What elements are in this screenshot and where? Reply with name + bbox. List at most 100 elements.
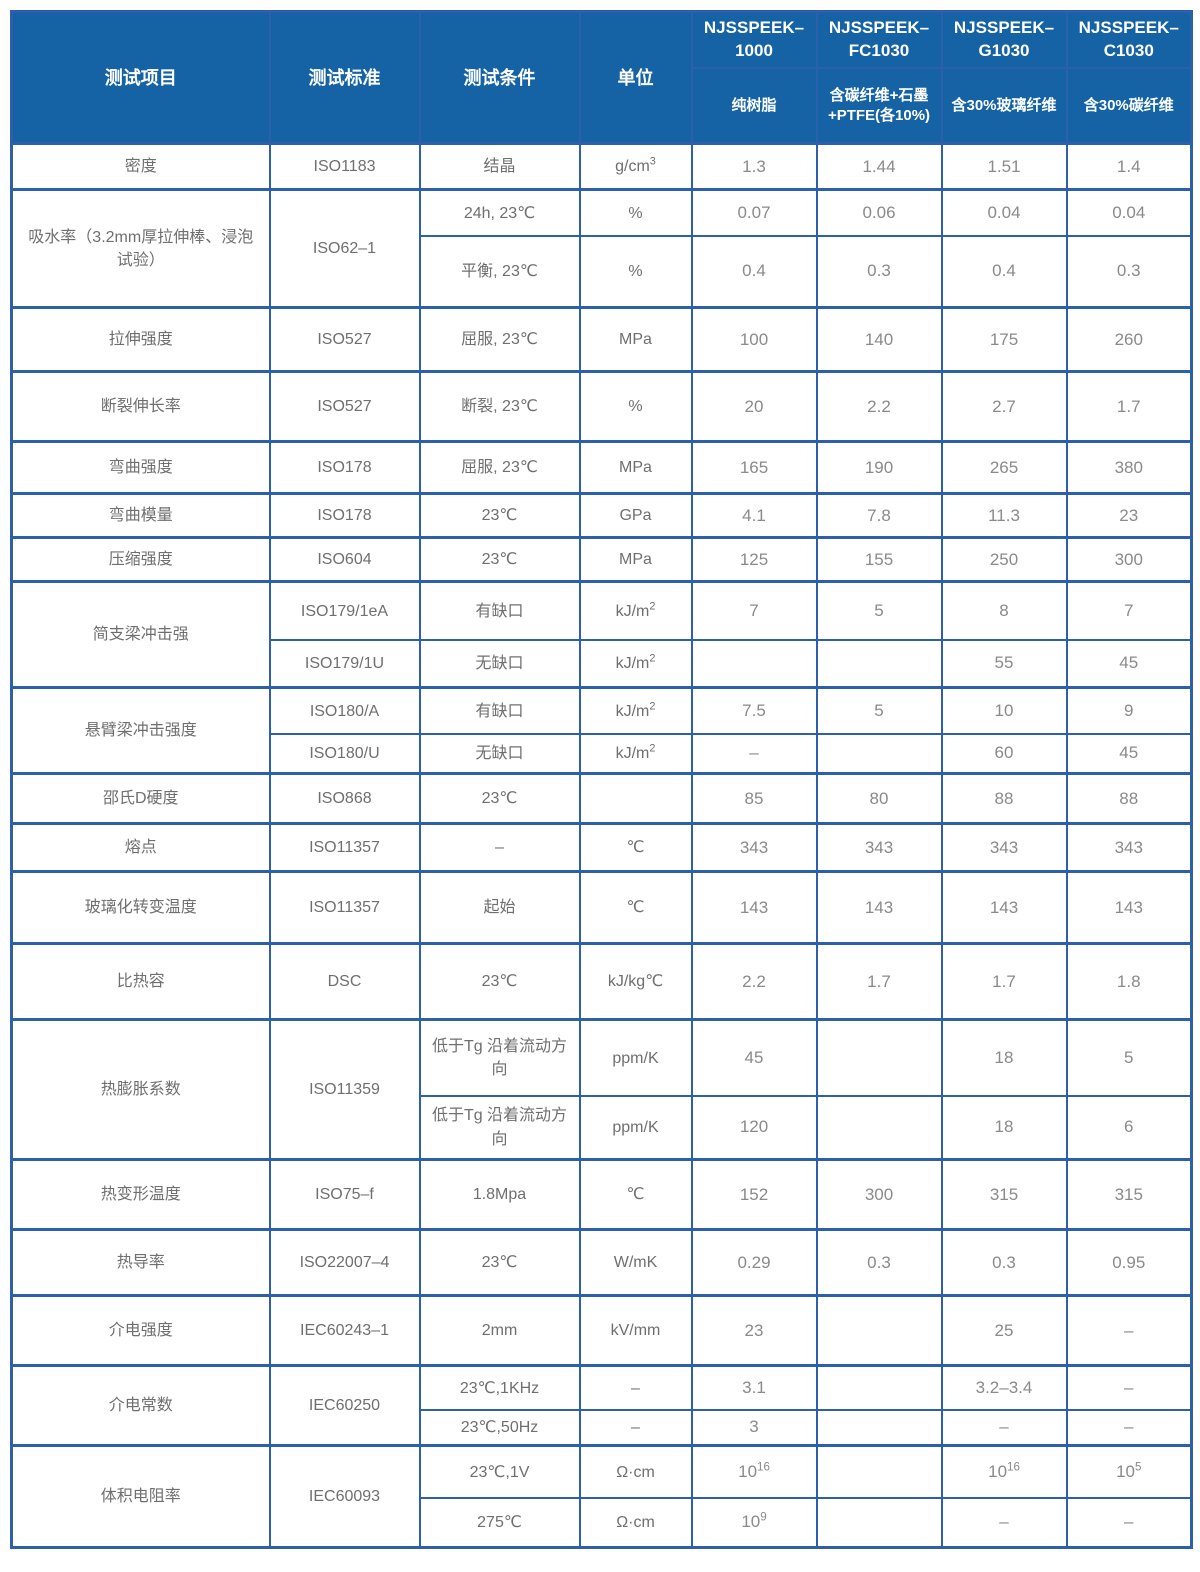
unit-cell: kJ/m2 [578, 686, 693, 735]
value-cell: 7.8 [815, 492, 943, 539]
unit-cell: kJ/m2 [578, 580, 693, 641]
value-cell: 0.04 [1065, 188, 1193, 237]
table-header: 测试项目 测试标准 测试条件 单位 NJSSPEEK–1000 NJSSPEEK… [10, 10, 1193, 145]
table-row: 断裂伸长率 ISO527 断裂, 23℃% 20 2.2 2.7 1.7 [10, 370, 1193, 443]
value-cell: 0.4 [940, 234, 1068, 309]
table-row: 平衡, 23℃% 0.4 0.3 0.4 0.3 [12, 234, 1193, 309]
value-cell: 88 [940, 772, 1068, 825]
table-row: 体积电阻率 IEC60093 23℃,1V Ω·cm 1016 1016 105 [10, 1444, 1193, 1549]
value-cell: 380 [1065, 440, 1193, 495]
item-cell: 悬臂梁冲击强度 [10, 686, 271, 775]
value-cell: 0.4 [690, 234, 818, 309]
value-cell: – [1065, 1364, 1193, 1411]
unit-cell: kJ/kg℃ [578, 942, 693, 1021]
item-cell: 简支梁冲击强 [10, 580, 271, 689]
value-cell: 0.3 [940, 1228, 1068, 1297]
value-cell [815, 1364, 943, 1411]
value-cell [815, 638, 943, 689]
standard-cell: ISO179/1U [268, 638, 421, 689]
value-cell: 1.44 [815, 142, 943, 191]
value-cell: 7 [690, 580, 818, 641]
unit-cell: kJ/m2 [578, 732, 693, 775]
standard-cell: ISO62–1 [268, 188, 421, 309]
condition-cell: 23℃ [418, 492, 581, 539]
column-header-test-condition: 测试条件 [418, 10, 581, 145]
value-cell: 23 [690, 1294, 818, 1367]
value-cell: 1.8 [1065, 942, 1193, 1021]
value-cell [690, 638, 818, 689]
item-cell: 体积电阻率 [10, 1444, 271, 1549]
value-cell: 165 [690, 440, 818, 495]
value-cell: 45 [1065, 732, 1193, 775]
unit-cell: % [578, 370, 693, 443]
standard-cell: ISO604 [268, 536, 421, 583]
table-row: ISO180/U 无缺口 kJ/m2– 60 45 [12, 732, 1193, 775]
condition-cell: 275℃ [418, 1496, 581, 1549]
value-cell: – [690, 732, 818, 775]
unit-cell [578, 772, 693, 825]
unit-cell: ℃ [578, 870, 693, 945]
standard-cell: IEC60093 [268, 1444, 421, 1549]
value-cell: – [940, 1496, 1068, 1549]
value-cell: 0.04 [940, 188, 1068, 237]
value-cell: 143 [940, 870, 1068, 945]
value-cell: 143 [690, 870, 818, 945]
value-cell: 0.3 [1065, 234, 1193, 309]
column-header-test-item: 测试项目 [10, 10, 271, 145]
value-cell: 300 [1065, 536, 1193, 583]
value-cell: 1.7 [815, 942, 943, 1021]
table-row: 介电常数 IEC60250 23℃,1KHz –3.1 3.2–3.4– [10, 1364, 1193, 1447]
product-desc-g1030: 含30%玻璃纤维 [940, 66, 1068, 145]
unit-cell: ppm/K [578, 1094, 693, 1161]
value-cell: 18 [940, 1094, 1068, 1161]
value-cell: 0.3 [815, 1228, 943, 1297]
value-cell: 0.29 [690, 1228, 818, 1297]
value-cell: 152 [690, 1158, 818, 1231]
value-cell: 60 [940, 732, 1068, 775]
unit-cell: W/mK [578, 1228, 693, 1297]
item-cell: 介电常数 [10, 1364, 271, 1447]
unit-cell: Ω·cm [578, 1496, 693, 1549]
column-header-unit: 单位 [578, 10, 693, 145]
item-cell: 拉伸强度 [10, 306, 271, 373]
standard-cell: ISO527 [268, 370, 421, 443]
header-row-products: 测试项目 测试标准 测试条件 单位 NJSSPEEK–1000 NJSSPEEK… [10, 10, 1193, 145]
table-row: 弯曲强度 ISO178 屈服, 23℃ MPa 165 190 265 380 [10, 440, 1193, 495]
table-row: 拉伸强度 ISO527 屈服, 23℃ MPa 100 140 175 260 [10, 306, 1193, 373]
condition-cell: 1.8Mpa [418, 1158, 581, 1231]
value-cell [815, 1444, 943, 1499]
standard-cell: IEC60243–1 [268, 1294, 421, 1367]
standard-cell: ISO22007–4 [268, 1228, 421, 1297]
standard-cell: ISO180/A [268, 686, 421, 735]
table-row: 压缩强度 ISO604 23℃ MPa 125 155 250 300 [10, 536, 1193, 583]
value-cell: – [940, 1408, 1068, 1447]
condition-cell: 23℃,50Hz [418, 1408, 581, 1447]
condition-cell: 23℃,1KHz [418, 1364, 581, 1411]
unit-cell: ℃ [578, 822, 693, 873]
condition-cell: 23℃,1V [418, 1444, 581, 1499]
table-row: 低于Tg 沿着流动方向 ppm/K 120 18 6 [12, 1094, 1193, 1161]
value-cell: 190 [815, 440, 943, 495]
value-cell: – [1065, 1408, 1193, 1447]
value-cell [815, 1018, 943, 1097]
standard-cell: ISO1183 [268, 142, 421, 191]
value-cell: 20 [690, 370, 818, 443]
value-cell: 105 [1065, 1444, 1193, 1499]
value-cell: 88 [1065, 772, 1193, 825]
value-cell: 120 [690, 1094, 818, 1161]
value-cell: 0.3 [815, 234, 943, 309]
item-cell: 热变形温度 [10, 1158, 271, 1231]
unit-cell: % [578, 234, 693, 309]
product-header-g1030: NJSSPEEK–G1030 [940, 10, 1068, 69]
condition-cell: 无缺口 [418, 732, 581, 775]
condition-cell: 结晶 [418, 142, 581, 191]
table-row: 吸水率（3.2mm厚拉伸棒、浸泡试验） ISO62–1 24h, 23℃% 0.07 0… [10, 188, 1193, 309]
condition-cell: 低于Tg 沿着流动方向 [418, 1018, 581, 1097]
item-cell: 热膨胀系数 [10, 1018, 271, 1161]
standard-cell: ISO178 [268, 440, 421, 495]
table-row: 热膨胀系数 ISO11359 低于Tg 沿着流动方向 ppm/K 45 18 5 [10, 1018, 1193, 1161]
value-cell: 265 [940, 440, 1068, 495]
table-row: 悬臂梁冲击强度 ISO180/A 有缺口 kJ/m2 7.5 5 10 9 [10, 686, 1193, 775]
condition-cell: 23℃ [418, 536, 581, 583]
